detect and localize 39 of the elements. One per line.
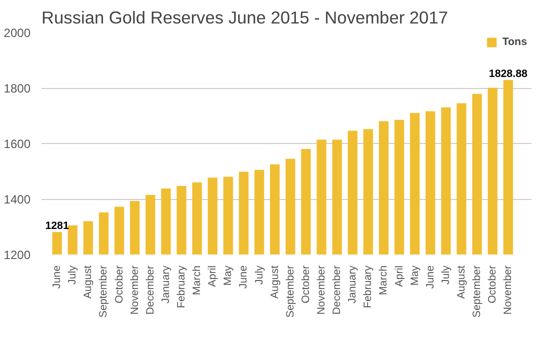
- x-tick-label: March: [191, 265, 204, 296]
- x-tick-label: October: [486, 265, 499, 304]
- x-tick-label: February: [362, 264, 374, 308]
- x-tick-label: July: [66, 264, 79, 284]
- x-tick-label: August: [82, 265, 94, 299]
- x-tick-label: June: [238, 265, 250, 289]
- data-label: 1281: [45, 220, 69, 232]
- data-label: 1828.88: [488, 68, 528, 80]
- x-tick-label: July: [253, 264, 266, 284]
- x-tick-label: July: [440, 264, 452, 284]
- x-tick-label: November: [502, 265, 514, 315]
- x-tick-label: May: [408, 264, 421, 286]
- x-tick-label: April: [206, 265, 219, 287]
- y-tick-label: 1600: [4, 137, 31, 151]
- x-tick-label: August: [268, 265, 281, 299]
- x-tick-label: June: [51, 265, 64, 289]
- y-tick-label: 1200: [4, 248, 31, 262]
- x-tick-label: February: [176, 264, 188, 308]
- x-tick-label: August: [456, 265, 468, 299]
- x-tick-label: October: [113, 265, 126, 304]
- x-tick-label: September: [98, 265, 110, 318]
- x-tick-label: June: [424, 265, 436, 289]
- chart-title: Russian Gold Reserves June 2015 - November 2017: [42, 8, 448, 28]
- x-tick-label: September: [284, 265, 296, 318]
- x-tick-label: January: [160, 264, 172, 304]
- x-tick-label: September: [471, 265, 484, 318]
- x-tick-label: December: [144, 265, 156, 315]
- y-tick-label: 1400: [4, 192, 31, 206]
- x-tick-label: November: [128, 265, 141, 315]
- x-tick-label: October: [300, 265, 312, 304]
- x-tick-label: January: [346, 264, 359, 304]
- y-tick-label: 2000: [4, 26, 31, 40]
- x-tick-label: December: [331, 265, 344, 315]
- x-tick-label: March: [378, 265, 390, 296]
- legend-label: Tons: [502, 36, 527, 48]
- y-tick-label: 1800: [4, 82, 31, 96]
- x-tick-label: November: [316, 265, 328, 315]
- x-tick-label: May: [222, 264, 234, 286]
- x-tick-label: April: [393, 265, 406, 287]
